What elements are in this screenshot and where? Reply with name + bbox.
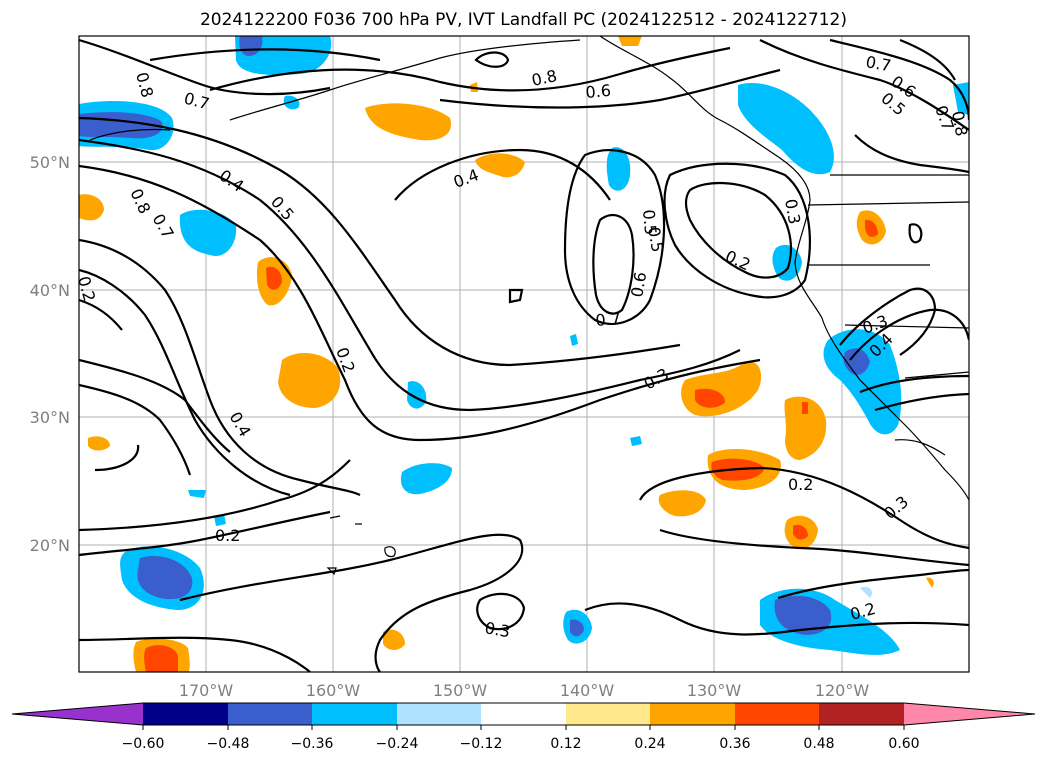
pv-contours xyxy=(79,38,969,672)
lon-label: 160°W xyxy=(306,681,361,700)
colorbar-segment xyxy=(481,703,566,725)
lat-label: 30°N xyxy=(30,408,70,427)
lat-axis-labels: 50°N 40°N 30°N 20°N xyxy=(30,153,70,555)
lat-label: 40°N xyxy=(30,281,70,300)
contour-label: 0.7 xyxy=(864,52,892,75)
contour-label: 0.5 xyxy=(639,209,660,236)
colorbar-tick-label: −0.12 xyxy=(460,736,503,752)
colorbar-segment xyxy=(650,703,735,725)
contour-label: 0.6 xyxy=(627,270,650,298)
contour-label: 0.7 xyxy=(595,309,622,330)
colorbar-tick-label: 0.48 xyxy=(803,736,834,752)
contour-label: 0.2 xyxy=(215,526,240,545)
contour-label: 0.3 xyxy=(781,197,804,225)
lat-label: 20°N xyxy=(30,536,70,555)
contour-label: 0.8 xyxy=(530,66,559,90)
lon-label: 130°W xyxy=(687,681,742,700)
lon-axis-labels: 170°W 160°W 150°W 140°W 130°W 120°W xyxy=(179,681,870,700)
contour-label: 0.8 xyxy=(948,109,971,137)
colorbar-segment xyxy=(12,703,143,725)
contour-label: 0.2 xyxy=(74,274,99,304)
colorbar-segment xyxy=(904,703,1035,725)
colorbar-tick-label: 0.36 xyxy=(719,736,750,752)
colorbar-segment xyxy=(819,703,904,725)
lon-label: 170°W xyxy=(179,681,234,700)
colorbar-tick-label: 0.12 xyxy=(550,736,581,752)
colorbar-tick-label: 0.24 xyxy=(634,736,665,752)
lon-label: 120°W xyxy=(815,681,870,700)
colorbar-segment xyxy=(735,703,820,725)
map-border xyxy=(78,35,970,673)
contour-label: 0.3 xyxy=(483,618,511,641)
contour-label: 0.6 xyxy=(585,81,612,102)
colorbar-tick-label: −0.60 xyxy=(122,736,165,752)
lon-label: 150°W xyxy=(433,681,488,700)
map-content: 0.8 0.7 0.6 0.8 0.7 0.6 0.5 0.7 0.8 0.4 … xyxy=(74,36,971,672)
colorbar-tick-label: −0.48 xyxy=(207,736,250,752)
colorbar-tick-label: −0.36 xyxy=(291,736,334,752)
colorbar-segment xyxy=(566,703,651,725)
colorbar-segment xyxy=(312,703,397,725)
colorbar-segment xyxy=(228,703,313,725)
coastlines xyxy=(89,36,969,576)
lon-label: 140°W xyxy=(560,681,615,700)
contour-label: 0.5 xyxy=(644,225,667,253)
contour-label: 0.2 xyxy=(788,475,813,494)
colorbar: −0.60 −0.48 −0.36 −0.24 −0.12 0.12 0.24 … xyxy=(11,702,1036,752)
colorbar-tick-label: −0.24 xyxy=(376,736,419,752)
map-title: 2024122200 F036 700 hPa PV, IVT Landfall… xyxy=(199,10,847,30)
colorbar-tick-label: 0.60 xyxy=(888,736,919,752)
lat-label: 50°N xyxy=(30,153,70,172)
colorbar-segment xyxy=(143,703,228,725)
colorbar-segment xyxy=(397,703,482,725)
